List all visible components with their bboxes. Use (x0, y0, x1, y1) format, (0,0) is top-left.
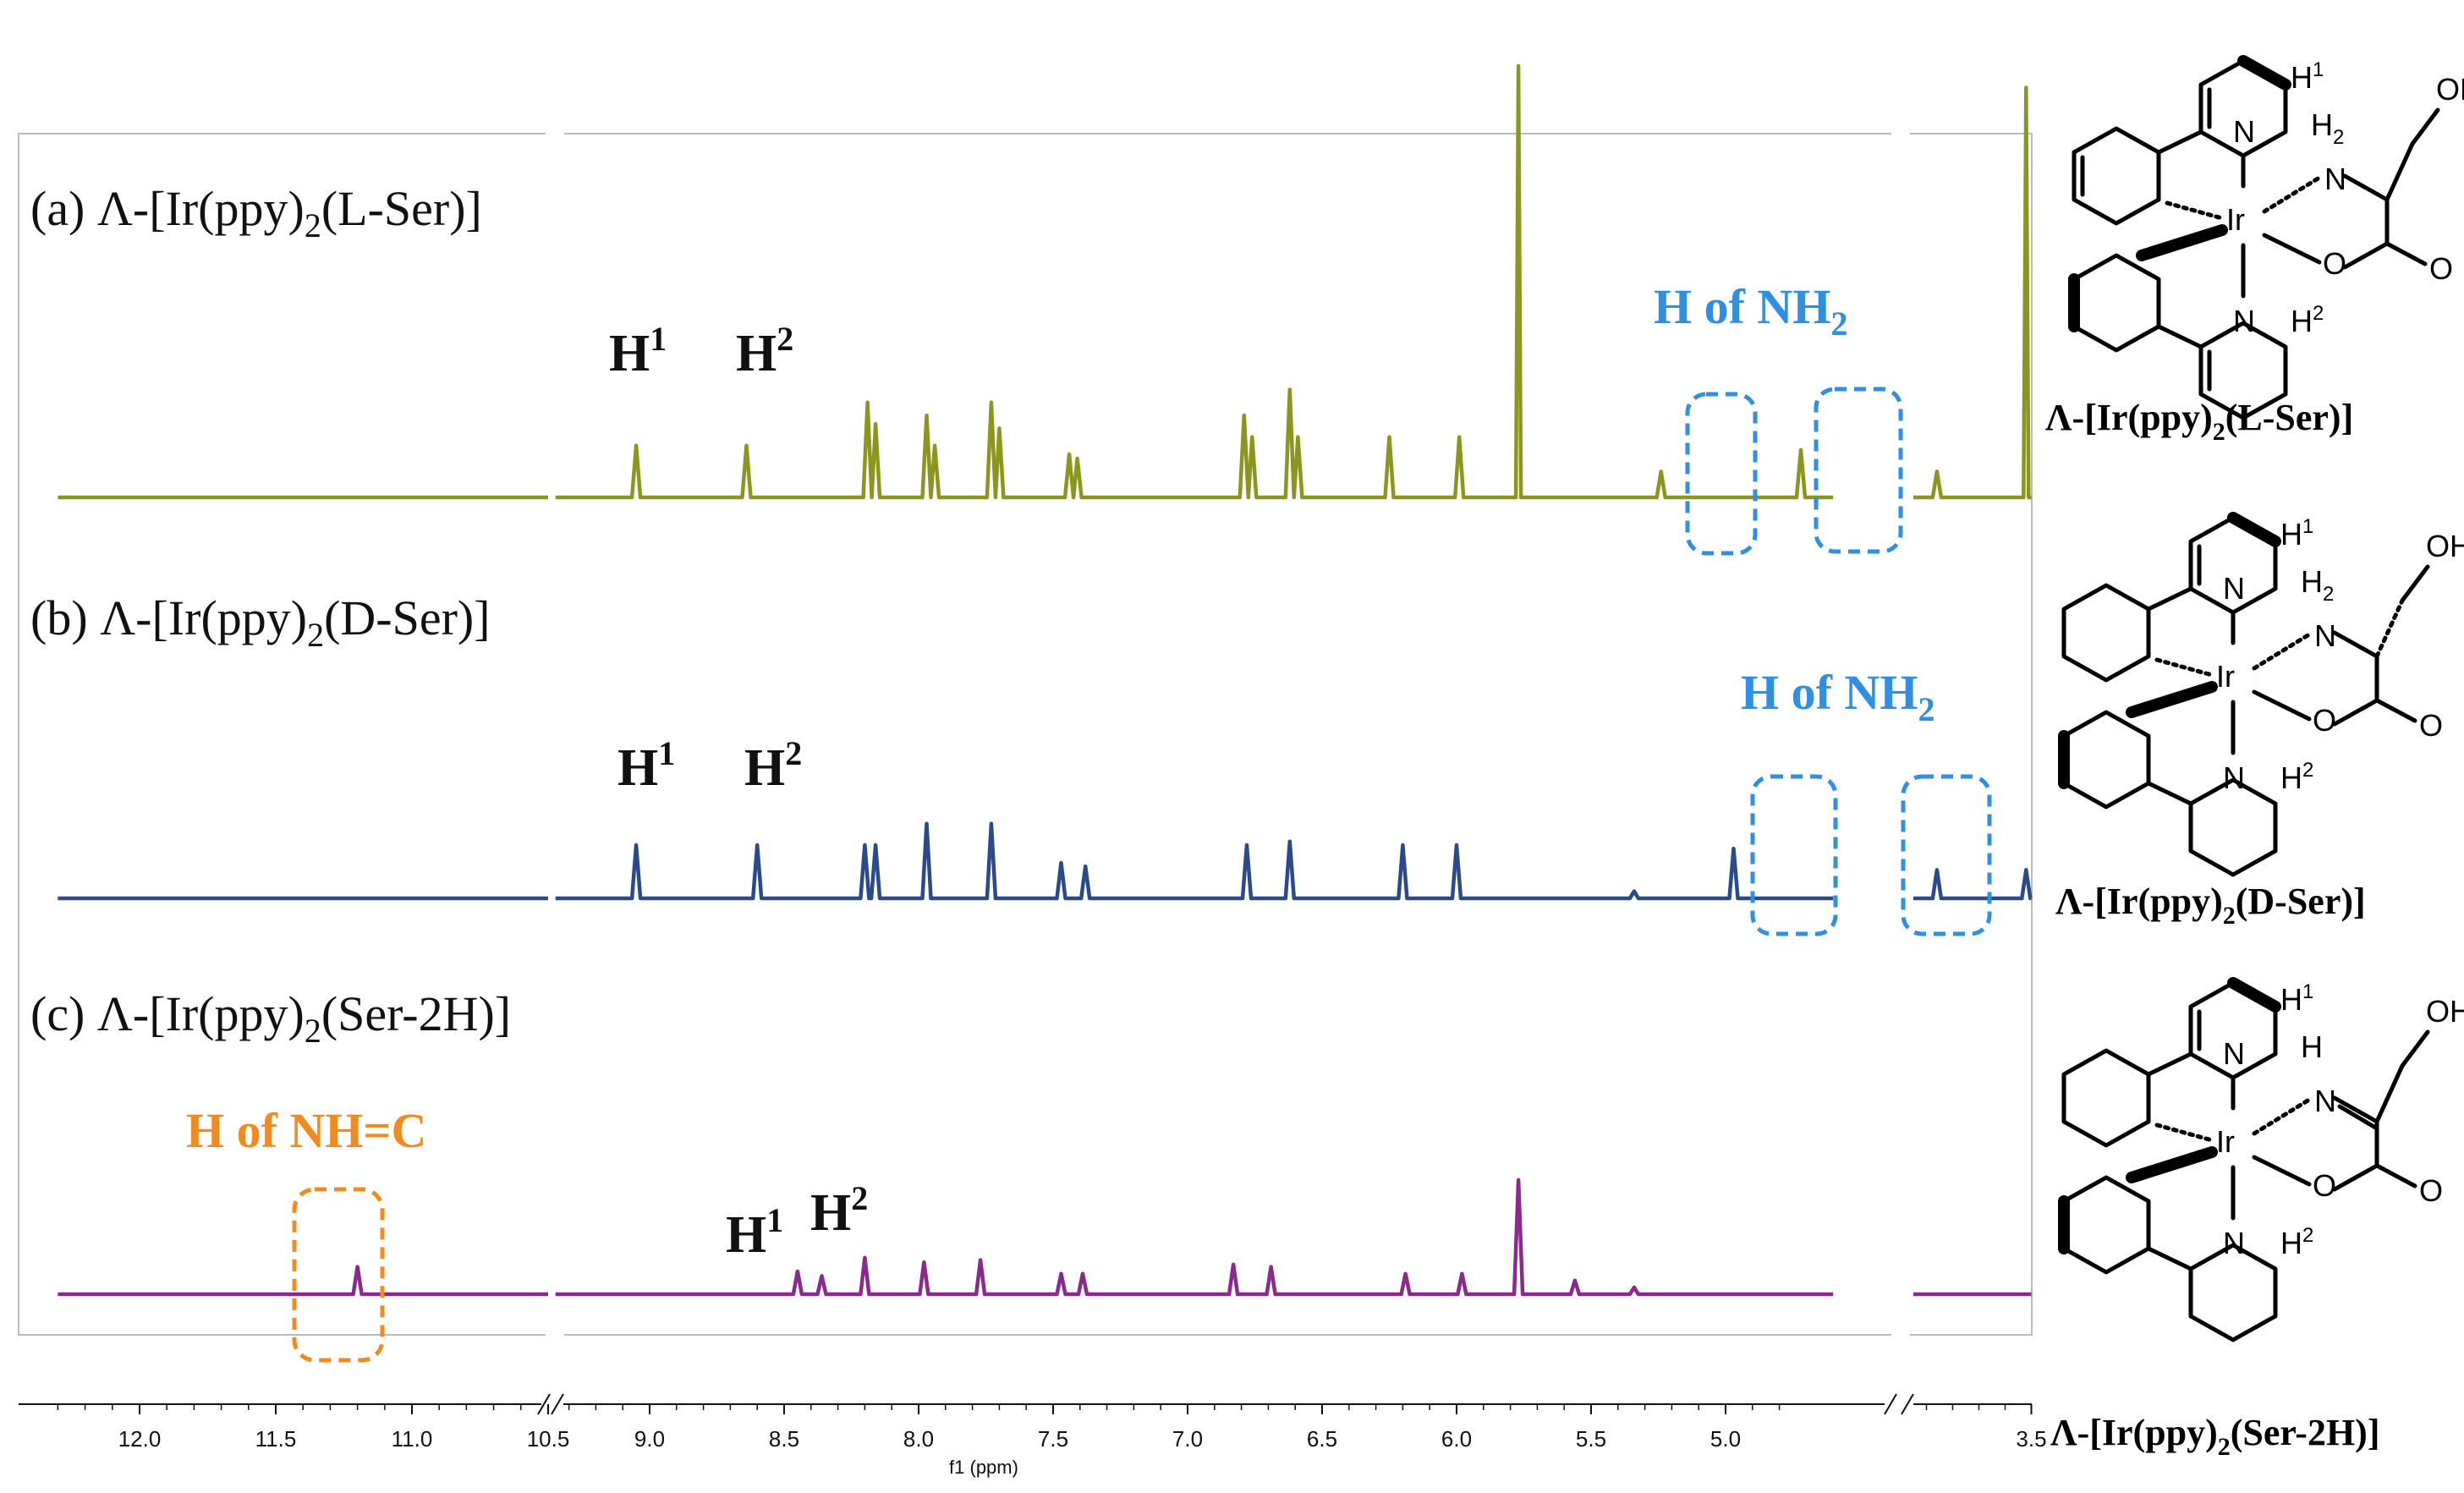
x-axis (19, 1393, 2033, 1415)
atom-n-amine-1: N (2324, 162, 2346, 196)
peak-label-a-h2: H2 (736, 320, 793, 382)
x-tick-label-3: 10.5 (527, 1426, 570, 1452)
nh2-box-b-2 (1901, 774, 1992, 936)
atom-n-imine-3: N (2314, 1084, 2336, 1118)
atom-ir-2: Ir (2216, 659, 2235, 694)
nh2-label-a: H of NH2 (1654, 279, 1847, 343)
break-gap-right-bot (1891, 1328, 1910, 1342)
x-tick-label-6: 8.0 (903, 1426, 934, 1452)
x-tick-label-7: 7.5 (1038, 1426, 1068, 1452)
structure-drawing-1 (2068, 55, 2440, 420)
structure-name-1: Λ-[Ir(ppy)2(L-Ser)] (2045, 397, 2353, 446)
atom-n-amine-2: N (2314, 618, 2336, 653)
x-tick-label-12: 5.0 (1710, 1426, 1741, 1452)
atom-n-top-3: N (2223, 1036, 2245, 1071)
structure-name-3: Λ-[Ir(ppy)2(Ser-2H)] (2050, 1412, 2379, 1461)
spectrum-b-segment-2 (555, 821, 1834, 901)
atom-h2-1: H2 (2291, 302, 2324, 338)
panel-label-b: (b) Λ-[Ir(ppy)2(D-Ser)] (30, 590, 491, 654)
axis-break-mark-2 (1884, 1393, 1914, 1415)
peak-label-c-h2: H2 (810, 1179, 868, 1242)
x-tick-label-0: 12.0 (118, 1426, 162, 1452)
atom-nh2-h-1: H2 (2311, 107, 2344, 149)
x-tick-label-8: 7.0 (1172, 1426, 1203, 1452)
atom-oh-3: OH (2426, 994, 2464, 1029)
nhc-box-c (292, 1187, 385, 1363)
peak-label-b-h1: H1 (617, 734, 675, 797)
nh2-box-b-1 (1750, 774, 1838, 936)
structure-name-2: Λ-[Ir(ppy)2(D-Ser)] (2055, 881, 2366, 930)
nh2-box-a-2 (1814, 387, 1903, 554)
atom-h2-3: H2 (2280, 1224, 2313, 1260)
atom-ir-1: Ir (2226, 202, 2245, 237)
structure-drawing-3 (2058, 977, 2430, 1342)
x-tick-label-4: 9.0 (634, 1426, 665, 1452)
atom-n-bot-2: N (2223, 760, 2245, 795)
break-gap-right-top (1891, 127, 1910, 140)
atom-o-3: O (2313, 1168, 2336, 1203)
x-axis-title: f1 (ppm) (949, 1457, 1018, 1478)
structure-ser-2h: N H1 H OH N Ir O O N H2 Λ-[Ir(ppy)2(Ser-… (2050, 977, 2464, 1461)
x-tick-label-9: 6.5 (1307, 1426, 1337, 1452)
break-gap-left-bot (546, 1328, 564, 1342)
x-tick-label-11: 5.5 (1576, 1426, 1606, 1452)
atom-oh-1: OH (2436, 72, 2464, 107)
atom-o-1: O (2323, 246, 2346, 281)
atom-h1-1: H1 (2291, 58, 2324, 95)
x-tick-label-1: 11.5 (255, 1426, 297, 1452)
panel-label-c: (c) Λ-[Ir(ppy)2(Ser-2H)] (30, 986, 511, 1050)
structure-l-ser: N H1 H2 OH N Ir O O N H2 Λ-[Ir(ppy)2(L-S… (2045, 55, 2464, 446)
atom-nh2-h-2: H2 (2301, 564, 2334, 606)
spectrum-c-segment-2 (555, 1177, 1834, 1297)
x-tick-label-2: 11.0 (392, 1426, 433, 1452)
structure-d-ser: N H1 H2 OH N Ir O O N H2 Λ-[Ir(ppy)2(D-S… (2055, 512, 2464, 930)
atom-o-dbl-2: O (2419, 708, 2443, 743)
atom-o-dbl-1: O (2429, 251, 2453, 286)
atom-n-bot-3: N (2223, 1226, 2245, 1260)
structure-drawing-2 (2058, 512, 2430, 877)
spectra-group (58, 63, 2033, 1297)
break-gap-left-top (546, 127, 564, 140)
atom-nh-h-3: H (2301, 1029, 2323, 1064)
nhc-label-c: H of NH=C (186, 1103, 426, 1158)
atom-ir-3: Ir (2216, 1124, 2235, 1159)
atom-oh-2: OH (2426, 529, 2464, 563)
x-tick-label-10: 6.0 (1441, 1426, 1472, 1452)
atom-o-dbl-3: O (2419, 1173, 2443, 1208)
x-tick-label-13: 3.5 (2016, 1426, 2046, 1452)
atom-h1-2: H1 (2280, 515, 2313, 552)
x-tick-label-5: 8.5 (769, 1426, 799, 1452)
spectrum-a-segment-3 (1913, 85, 2032, 500)
spectrum-a-segment-2 (555, 63, 1834, 500)
spectrum-b-segment-3 (1913, 868, 2033, 901)
atom-h1-3: H1 (2280, 980, 2313, 1017)
atom-n-bot-1: N (2233, 304, 2255, 338)
nh2-box-a-1 (1685, 392, 1758, 556)
panel-label-a: (a) Λ-[Ir(ppy)2(L-Ser)] (30, 181, 482, 244)
atom-o-2: O (2313, 703, 2336, 738)
atom-n-top-2: N (2223, 571, 2245, 606)
atom-n-top-1: N (2233, 114, 2255, 149)
peak-label-b-h2: H2 (744, 734, 802, 797)
peak-label-c-h1: H1 (726, 1201, 783, 1264)
spectrum-c-segment-1 (58, 1265, 548, 1297)
nh2-label-b: H of NH2 (1741, 665, 1934, 728)
atom-h2-2: H2 (2280, 759, 2313, 795)
axis-break-mark-1 (537, 1393, 564, 1415)
plot-frame (18, 133, 2033, 1336)
peak-label-a-h1: H1 (609, 320, 667, 382)
